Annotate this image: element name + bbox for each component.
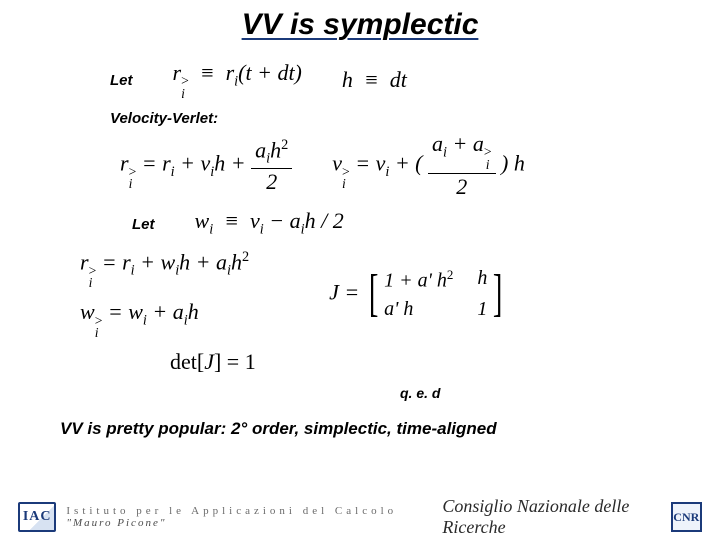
footer-left: IAC Istituto per le Applicazioni del Cal…: [18, 502, 442, 532]
cnr-logo: CNR: [671, 502, 702, 532]
label-qed: q. e. d: [400, 385, 680, 401]
iac-logo: IAC: [18, 502, 56, 532]
eq-jacobian: J = [ 1 + a' h2h a' h1 ]: [329, 265, 507, 324]
eq-def-r: r>i ≡ ri(t + dt): [173, 60, 302, 100]
eq-w-w: w>i = wi + aih: [80, 299, 249, 339]
eq-def-w: wi ≡ vi − aih / 2: [195, 208, 344, 238]
footer: IAC Istituto per le Applicazioni del Cal…: [0, 494, 720, 540]
eq-def-h: h ≡ dt: [342, 67, 407, 93]
conclusion-text: VV is pretty popular: 2° order, simplect…: [60, 419, 720, 439]
slide-content: Let r>i ≡ ri(t + dt) h ≡ dt Velocity-Ver…: [0, 46, 720, 401]
footer-cnr-text: Consiglio Nazionale delle Ricerche: [442, 496, 660, 538]
footer-institute: Istituto per le Applicazioni del Calcolo…: [66, 505, 442, 529]
page-title: VV is symplectic: [0, 0, 720, 46]
eq-w-r: r>i = ri + wih + aih2: [80, 249, 249, 289]
label-let-2: Let: [132, 216, 155, 233]
eq-det: det[J] = 1: [170, 349, 256, 375]
eq-vv-r: r>i = ri + vih + aih22: [120, 138, 292, 193]
label-let-1: Let: [110, 72, 133, 89]
eq-vv-v: v>i = vi + ( ai + a>i2 ) h: [332, 133, 525, 198]
label-velocity-verlet: Velocity-Verlet:: [110, 110, 680, 127]
